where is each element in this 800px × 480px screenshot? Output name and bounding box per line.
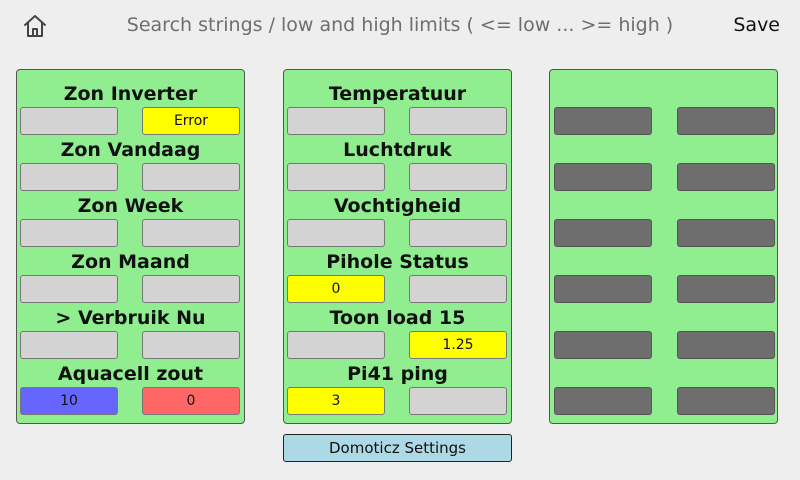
row-label: Vochtigheid xyxy=(333,195,462,217)
panel-left: Zon Inverter Error Zon Vandaag Zon Week Zon … xyxy=(16,69,245,424)
low-limit-field[interactable] xyxy=(20,219,118,247)
row-label: Pi41 ping xyxy=(347,363,448,385)
home-button[interactable] xyxy=(22,13,48,39)
low-limit-field[interactable]: 3 xyxy=(287,387,385,415)
low-limit-field[interactable] xyxy=(287,331,385,359)
low-limit-field[interactable] xyxy=(20,107,118,135)
low-limit-field[interactable] xyxy=(20,275,118,303)
high-limit-field[interactable] xyxy=(409,275,507,303)
row-label: Zon Week xyxy=(77,195,184,217)
top-bar: Search strings / low and high limits ( <… xyxy=(0,0,800,54)
low-limit-field[interactable] xyxy=(287,219,385,247)
low-limit-field[interactable] xyxy=(554,107,652,135)
high-limit-field[interactable]: 0 xyxy=(142,387,240,415)
search-row: Pihole Status 0 xyxy=(284,240,511,303)
low-limit-field[interactable] xyxy=(20,331,118,359)
row-label: Aquacell zout xyxy=(57,363,204,385)
low-limit-field[interactable] xyxy=(554,331,652,359)
row-label: Temperatuur xyxy=(328,83,467,105)
search-row xyxy=(550,352,777,415)
search-row: Luchtdruk xyxy=(284,128,511,191)
high-limit-field[interactable] xyxy=(677,107,775,135)
row-label: Pihole Status xyxy=(326,251,469,273)
search-row: > Verbruik Nu xyxy=(17,296,244,359)
low-limit-field[interactable] xyxy=(554,163,652,191)
high-limit-field[interactable] xyxy=(677,275,775,303)
panel-right xyxy=(549,69,778,424)
high-limit-field[interactable] xyxy=(409,387,507,415)
search-row xyxy=(550,240,777,303)
search-row xyxy=(550,184,777,247)
high-limit-field[interactable]: Error xyxy=(142,107,240,135)
row-label: Zon Vandaag xyxy=(60,139,201,161)
row-label: > Verbruik Nu xyxy=(55,307,206,329)
low-limit-field[interactable] xyxy=(554,275,652,303)
high-limit-field[interactable] xyxy=(142,331,240,359)
row-label: Zon Inverter xyxy=(63,83,198,105)
search-row xyxy=(550,128,777,191)
search-row: Toon load 15 1.25 xyxy=(284,296,511,359)
row-label: Zon Maand xyxy=(71,251,190,273)
low-limit-field[interactable] xyxy=(554,387,652,415)
low-limit-field[interactable] xyxy=(20,163,118,191)
low-limit-field[interactable]: 0 xyxy=(287,275,385,303)
high-limit-field[interactable] xyxy=(409,107,507,135)
high-limit-field[interactable] xyxy=(677,387,775,415)
search-row: Temperatuur xyxy=(284,72,511,135)
high-limit-field[interactable] xyxy=(677,331,775,359)
search-row: Pi41 ping 3 xyxy=(284,352,511,415)
row-label: Luchtdruk xyxy=(343,139,452,161)
row-label: Toon load 15 xyxy=(329,307,466,329)
domoticz-settings-button[interactable]: Domoticz Settings xyxy=(283,434,512,462)
search-row: Aquacell zout 10 0 xyxy=(17,352,244,415)
low-limit-field[interactable] xyxy=(287,163,385,191)
search-row: Zon Inverter Error xyxy=(17,72,244,135)
panel-middle: Temperatuur Luchtdruk Vochtigheid Pihole St… xyxy=(283,69,512,424)
search-row: Vochtigheid xyxy=(284,184,511,247)
high-limit-field[interactable] xyxy=(142,163,240,191)
high-limit-field[interactable] xyxy=(409,163,507,191)
low-limit-field[interactable]: 10 xyxy=(20,387,118,415)
home-icon xyxy=(24,15,46,37)
save-button[interactable]: Save xyxy=(733,14,780,36)
high-limit-field[interactable] xyxy=(677,163,775,191)
page-title: Search strings / low and high limits ( <… xyxy=(126,14,674,36)
search-row: Zon Maand xyxy=(17,240,244,303)
search-row: Zon Week xyxy=(17,184,244,247)
search-row: Zon Vandaag xyxy=(17,128,244,191)
high-limit-field[interactable] xyxy=(409,219,507,247)
search-row xyxy=(550,296,777,359)
high-limit-field[interactable]: 1.25 xyxy=(409,331,507,359)
high-limit-field[interactable] xyxy=(142,275,240,303)
low-limit-field[interactable] xyxy=(287,107,385,135)
low-limit-field[interactable] xyxy=(554,219,652,247)
high-limit-field[interactable] xyxy=(677,219,775,247)
search-row xyxy=(550,72,777,135)
high-limit-field[interactable] xyxy=(142,219,240,247)
